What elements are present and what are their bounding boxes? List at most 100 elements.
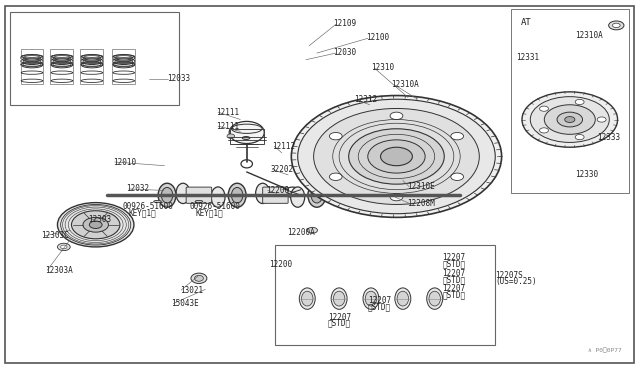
Ellipse shape [158, 183, 176, 207]
Text: 12208M: 12208M [406, 199, 435, 208]
Text: 32202: 32202 [270, 165, 293, 174]
Text: KEY（1）: KEY（1） [196, 208, 223, 217]
Circle shape [540, 106, 548, 111]
Circle shape [557, 112, 582, 127]
FancyBboxPatch shape [186, 187, 212, 203]
Ellipse shape [161, 187, 173, 203]
Circle shape [390, 193, 403, 201]
FancyBboxPatch shape [339, 187, 365, 203]
Text: 12207: 12207 [442, 284, 465, 293]
Ellipse shape [333, 291, 345, 306]
Text: 12303C: 12303C [41, 231, 68, 240]
Circle shape [451, 173, 463, 180]
Bar [51, 49, 74, 84]
Text: 12207: 12207 [442, 269, 465, 278]
Circle shape [531, 97, 609, 142]
Circle shape [522, 92, 618, 147]
Ellipse shape [255, 183, 269, 203]
Text: 12331: 12331 [516, 53, 540, 62]
Ellipse shape [195, 201, 203, 203]
Circle shape [72, 211, 120, 239]
Bar [20, 49, 44, 84]
Circle shape [544, 105, 595, 134]
Circle shape [90, 221, 102, 228]
Text: 00926-51600: 00926-51600 [122, 202, 173, 211]
Ellipse shape [300, 288, 316, 310]
Ellipse shape [332, 183, 346, 203]
Circle shape [291, 96, 502, 217]
Bar [230, 129, 264, 144]
Text: 12033: 12033 [167, 74, 190, 83]
Text: 12111: 12111 [216, 108, 239, 117]
Text: 12207S: 12207S [495, 271, 523, 280]
Ellipse shape [176, 183, 190, 203]
Text: 12310A: 12310A [392, 80, 419, 89]
Text: 〈STD〉: 〈STD〉 [328, 319, 351, 328]
Ellipse shape [365, 291, 377, 306]
Ellipse shape [395, 288, 411, 310]
Circle shape [540, 128, 548, 133]
Text: 12207: 12207 [328, 312, 351, 321]
Text: 〈STD〉: 〈STD〉 [442, 291, 465, 299]
Text: 12333: 12333 [597, 133, 620, 142]
Ellipse shape [195, 275, 204, 281]
Text: 13021: 13021 [180, 286, 203, 295]
Ellipse shape [331, 288, 347, 310]
Text: ∧ P0；0P77: ∧ P0；0P77 [588, 347, 621, 353]
Circle shape [61, 245, 67, 249]
Text: 12330: 12330 [575, 170, 598, 179]
Text: 12030: 12030 [333, 48, 356, 57]
Bar [275, 245, 495, 345]
Circle shape [575, 135, 584, 140]
Ellipse shape [229, 121, 264, 144]
Text: 12303: 12303 [88, 215, 111, 224]
Text: 12310: 12310 [371, 63, 394, 72]
Ellipse shape [228, 183, 246, 207]
Text: 00926-51600: 00926-51600 [189, 202, 240, 211]
Circle shape [307, 227, 317, 233]
Text: (US=0.25): (US=0.25) [495, 278, 537, 286]
Text: 15043E: 15043E [172, 299, 199, 308]
Text: 12109: 12109 [333, 19, 356, 28]
Ellipse shape [243, 137, 250, 140]
Ellipse shape [367, 187, 381, 207]
Ellipse shape [191, 273, 207, 283]
Text: 12200: 12200 [266, 186, 289, 195]
FancyBboxPatch shape [262, 187, 288, 203]
Ellipse shape [311, 187, 323, 203]
Bar [10, 13, 179, 105]
Text: KEY（1）: KEY（1） [129, 208, 157, 217]
Ellipse shape [429, 291, 440, 306]
Text: 12032: 12032 [126, 185, 149, 193]
Text: 12312: 12312 [355, 96, 378, 105]
Circle shape [575, 99, 584, 105]
Text: 12010: 12010 [113, 157, 136, 167]
Circle shape [330, 173, 342, 180]
Circle shape [83, 217, 108, 232]
Text: 12310A: 12310A [575, 31, 603, 40]
Text: 12303A: 12303A [45, 266, 72, 275]
Bar [81, 49, 103, 84]
Ellipse shape [301, 291, 313, 306]
Text: 12200A: 12200A [287, 228, 315, 237]
Ellipse shape [427, 288, 443, 310]
Circle shape [330, 132, 342, 140]
Ellipse shape [397, 291, 408, 306]
Text: 12112: 12112 [272, 142, 295, 151]
Text: 12310E: 12310E [407, 182, 435, 191]
Circle shape [58, 243, 70, 251]
Text: 〈STD〉: 〈STD〉 [368, 302, 391, 311]
Text: 〈STD〉: 〈STD〉 [442, 276, 465, 285]
Circle shape [451, 132, 463, 140]
Ellipse shape [388, 183, 405, 207]
Circle shape [381, 147, 412, 166]
Text: 12207: 12207 [442, 253, 465, 262]
Text: 12200: 12200 [269, 260, 292, 269]
Text: 12100: 12100 [366, 33, 389, 42]
Ellipse shape [363, 288, 379, 310]
Ellipse shape [308, 183, 326, 207]
Circle shape [58, 203, 134, 247]
Circle shape [227, 134, 235, 138]
Circle shape [349, 129, 444, 184]
Bar [112, 49, 135, 84]
